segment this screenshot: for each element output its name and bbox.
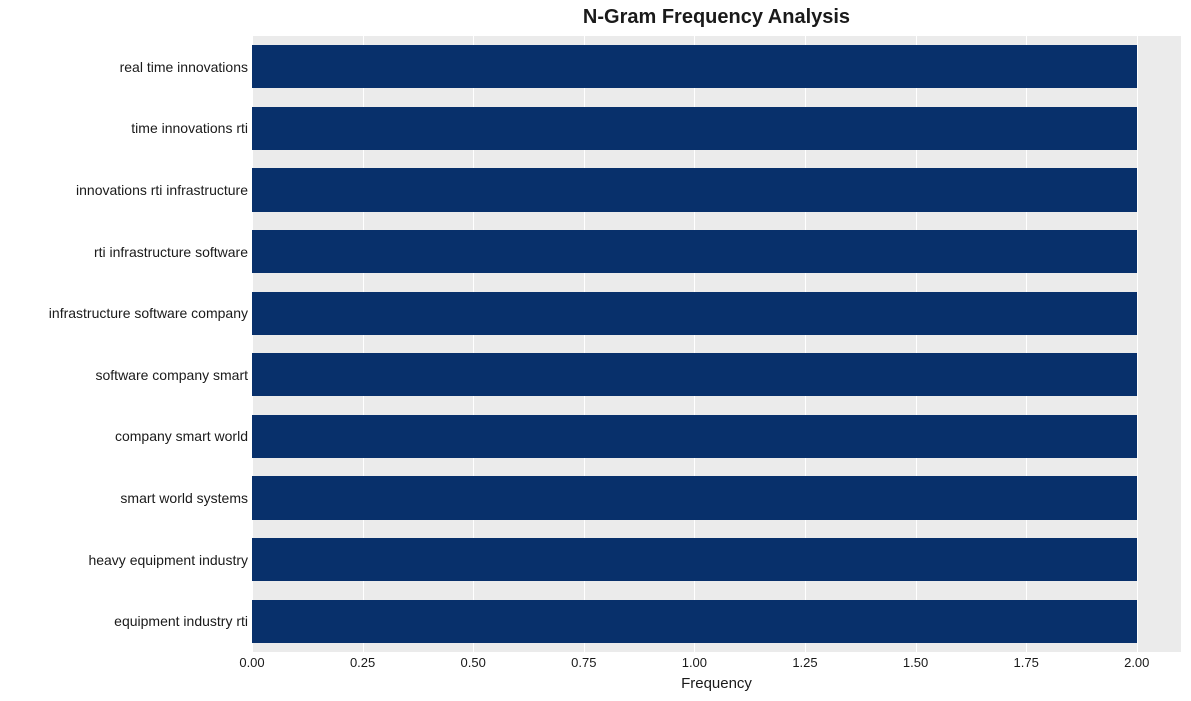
bar xyxy=(252,600,1137,643)
x-axis-label: Frequency xyxy=(252,675,1181,692)
y-tick-label: innovations rti infrastructure xyxy=(76,182,248,198)
bar xyxy=(252,168,1137,211)
y-tick-label: real time innovations xyxy=(120,59,248,75)
gridline xyxy=(1137,36,1138,652)
y-tick-label: rti infrastructure software xyxy=(94,244,248,260)
ngram-frequency-chart: N-Gram Frequency Analysis real time inno… xyxy=(0,0,1191,701)
bar xyxy=(252,230,1137,273)
y-tick-label: time innovations rti xyxy=(131,120,248,136)
bar xyxy=(252,538,1137,581)
x-tick-label: 0.00 xyxy=(239,655,264,670)
y-tick-label: equipment industry rti xyxy=(114,613,248,629)
plot-area xyxy=(252,36,1181,652)
bar xyxy=(252,45,1137,88)
y-tick-label: smart world systems xyxy=(120,490,248,506)
bar xyxy=(252,353,1137,396)
bar xyxy=(252,476,1137,519)
x-tick-label: 2.00 xyxy=(1124,655,1149,670)
bar xyxy=(252,415,1137,458)
x-tick-label: 1.25 xyxy=(792,655,817,670)
x-tick-label: 1.00 xyxy=(682,655,707,670)
y-axis-labels: real time innovations time innovations rt… xyxy=(0,36,248,652)
x-tick-label: 0.50 xyxy=(461,655,486,670)
y-tick-label: infrastructure software company xyxy=(49,305,248,321)
y-tick-label: software company smart xyxy=(96,367,249,383)
chart-title: N-Gram Frequency Analysis xyxy=(252,6,1181,29)
x-tick-label: 0.25 xyxy=(350,655,375,670)
x-axis-ticks: 0.000.250.500.751.001.251.501.752.00 xyxy=(252,655,1181,675)
x-tick-label: 0.75 xyxy=(571,655,596,670)
y-tick-label: company smart world xyxy=(115,428,248,444)
x-tick-label: 1.50 xyxy=(903,655,928,670)
x-tick-label: 1.75 xyxy=(1014,655,1039,670)
bar xyxy=(252,292,1137,335)
y-tick-label: heavy equipment industry xyxy=(88,552,248,568)
bar xyxy=(252,107,1137,150)
